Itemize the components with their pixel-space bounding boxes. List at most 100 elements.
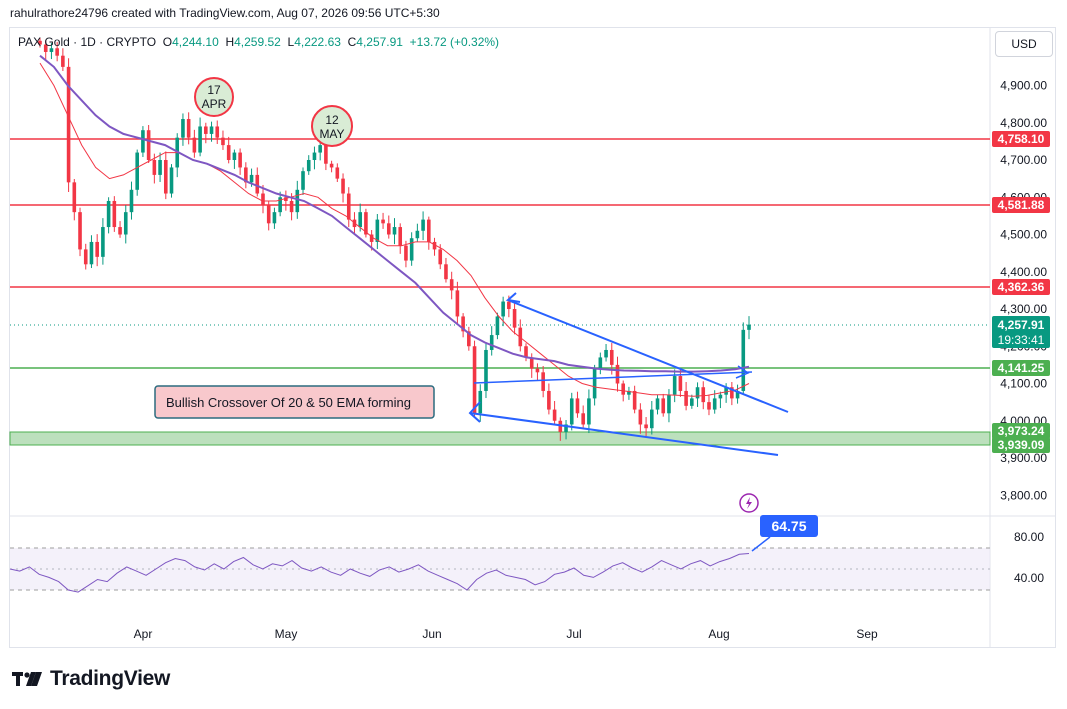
svg-text:4,581.88: 4,581.88 [998, 198, 1045, 212]
rsi-value-label: 64.75 [751, 515, 818, 552]
annotation-circle-apr[interactable]: 17 APR [194, 77, 234, 117]
candle-body [741, 329, 746, 391]
tradingview-brand[interactable]: TradingView [12, 667, 170, 691]
candle-body [66, 66, 71, 183]
candle-body [158, 160, 162, 175]
candle-body [232, 152, 237, 160]
candle-body [632, 390, 637, 410]
candle-body [238, 152, 242, 168]
candle-body [261, 193, 265, 205]
arrow-head-upper [505, 292, 521, 303]
candle-body [655, 398, 660, 410]
candle-body [707, 402, 711, 410]
candle-body [135, 152, 140, 190]
price-tick-label: 4,100.00 [1000, 377, 1047, 391]
candle-body [484, 349, 488, 391]
annotation-circle-may[interactable]: 12 MAY [311, 105, 353, 147]
candle-body [444, 264, 448, 280]
candle-body [278, 197, 282, 213]
lightning-alert-icon[interactable] [739, 493, 759, 513]
candle-body [186, 119, 191, 138]
candle-body [712, 398, 717, 410]
close-label: C [347, 35, 357, 49]
rsi-tick-80: 80.00 [1014, 530, 1044, 544]
tag-4581: 4,581.88 [992, 197, 1050, 213]
candle-body [627, 390, 631, 395]
candle-body [204, 126, 208, 134]
candle-body [438, 249, 443, 265]
candle-body [661, 398, 666, 414]
price-tick-label: 4,300.00 [1000, 302, 1047, 316]
ema-cross-trendline[interactable] [473, 371, 753, 384]
candle-body [609, 349, 614, 365]
candle-body [78, 212, 82, 250]
currency-button[interactable]: USD [995, 31, 1053, 57]
price-tick-label: 4,900.00 [1000, 79, 1047, 93]
candle-body [341, 178, 345, 194]
candle-body [329, 163, 334, 168]
annotation-circle-apr-month: APR [202, 97, 227, 111]
support-zone [9, 431, 991, 446]
ema-20-line [39, 62, 750, 397]
candle-body [198, 126, 202, 153]
falling-wedge-upper-trendline[interactable] [507, 299, 789, 413]
candle-body [106, 200, 111, 228]
candle-body [118, 227, 122, 235]
candle-body [335, 167, 340, 179]
candle-body [649, 409, 654, 429]
svg-text:4,257.91: 4,257.91 [998, 318, 1045, 332]
candle-body [695, 387, 700, 399]
candle-body [512, 309, 517, 328]
candle-body [552, 409, 557, 421]
annotation-circle-apr-day: 17 [207, 83, 221, 97]
candle-body [524, 346, 528, 358]
candle-body [169, 167, 174, 194]
candle-body [181, 119, 185, 138]
symbol-legend[interactable]: PAX Gold · 1D · CRYPTO O4,244.10 H4,259.… [18, 35, 499, 49]
svg-text:3,973.24: 3,973.24 [998, 424, 1045, 438]
svg-text:4,362.36: 4,362.36 [998, 280, 1045, 294]
candle-body [244, 167, 248, 183]
candle-body [621, 383, 626, 395]
candle-body [684, 390, 688, 406]
tag-4362: 4,362.36 [992, 279, 1050, 295]
bullish-crossover-callout[interactable]: Bullish Crossover Of 20 & 50 EMA forming [154, 385, 435, 419]
time-tick-label: Jul [566, 627, 581, 641]
candle-body [312, 152, 317, 160]
candle-body [592, 368, 597, 399]
candle-body [472, 346, 477, 414]
candle-body [101, 227, 105, 257]
candle-body [672, 376, 677, 395]
candle-body [667, 394, 671, 414]
candle-body [141, 130, 145, 153]
candle-body [432, 241, 437, 250]
time-axis-ticks: Apr May Jun Jul Aug Sep [134, 627, 878, 641]
price-tick-label: 4,500.00 [1000, 228, 1047, 242]
arrow-head-right [735, 365, 750, 379]
candle-body [724, 387, 728, 395]
candle-body [507, 301, 511, 309]
symbol-name: PAX Gold · 1D · CRYPTO [18, 35, 157, 49]
falling-wedge-lower-trendline[interactable] [469, 412, 779, 456]
candle-body [295, 189, 300, 213]
ema-50-line [39, 54, 750, 373]
candle-body [61, 55, 65, 67]
candle-body [221, 137, 225, 146]
candle-body [55, 48, 59, 56]
candle-body [266, 204, 271, 224]
svg-text:4,758.10: 4,758.10 [998, 132, 1045, 146]
tag-last-price: 4,257.91 19:33:41 [992, 316, 1050, 348]
price-tick-label: 4,400.00 [1000, 265, 1047, 279]
candle-body [49, 48, 54, 52]
time-tick-label: Aug [708, 627, 729, 641]
low-label: L [287, 35, 295, 49]
svg-text:4,141.25: 4,141.25 [998, 361, 1045, 375]
candle-body [718, 394, 723, 399]
candle-body [386, 223, 391, 235]
candle-body [501, 301, 505, 317]
candle-body [638, 409, 643, 425]
candle-body [409, 238, 414, 261]
candle-body [421, 219, 425, 231]
candle-body [192, 137, 197, 153]
